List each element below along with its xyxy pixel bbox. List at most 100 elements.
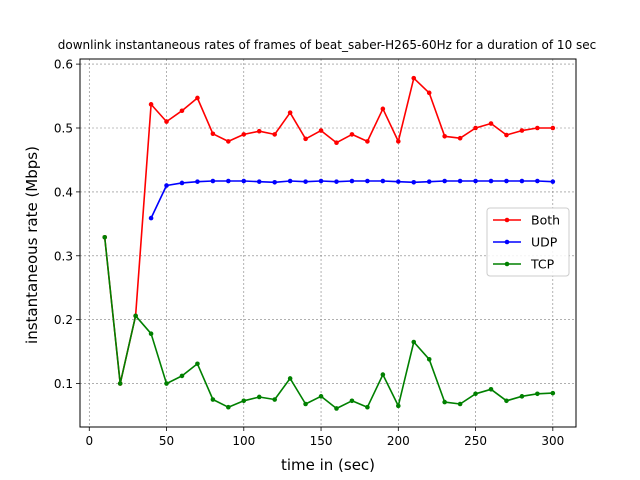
- data-point-both: [396, 139, 401, 144]
- data-point-tcp: [179, 373, 185, 379]
- data-point-udp: [287, 178, 293, 184]
- data-point-both: [426, 90, 432, 96]
- x-tick-label: 0: [85, 434, 93, 448]
- data-point-both: [226, 139, 231, 144]
- data-point-udp: [210, 178, 216, 184]
- series-line-both: [103, 77, 553, 385]
- chart-title: downlink instantaneous rates of frames o…: [58, 38, 597, 52]
- data-point-udp: [519, 178, 525, 184]
- legend-box: [486, 207, 570, 277]
- y-tick-label: 0.4: [54, 185, 73, 199]
- y-tick-label: 0.3: [54, 249, 73, 263]
- y-tick-label: 0.1: [54, 377, 73, 391]
- data-point-udp: [241, 178, 247, 184]
- data-point-udp: [535, 178, 540, 184]
- data-point-tcp: [426, 356, 432, 362]
- data-point-udp: [179, 180, 185, 186]
- data-point-both: [380, 106, 386, 112]
- data-point-both: [442, 134, 447, 139]
- y-tick-label: 0.2: [54, 313, 73, 327]
- data-point-udp: [334, 179, 339, 184]
- data-point-udp: [365, 178, 370, 184]
- data-point-tcp: [164, 381, 169, 386]
- data-point-both: [241, 132, 247, 137]
- data-point-tcp: [226, 404, 231, 410]
- data-point-udp: [318, 178, 324, 184]
- x-tick-label: 50: [159, 434, 174, 448]
- data-point-tcp: [210, 397, 216, 402]
- legend-marker-tcp: [504, 261, 510, 267]
- data-point-tcp: [256, 394, 262, 400]
- data-point-tcp: [303, 401, 308, 407]
- data-point-both: [195, 95, 200, 101]
- legend: Both UDP TCP: [486, 207, 570, 277]
- legend-marker-both: [504, 217, 510, 223]
- y-tick-label: 0.6: [54, 58, 73, 72]
- data-point-tcp: [504, 398, 509, 404]
- data-point-udp: [396, 179, 401, 184]
- data-point-both: [318, 128, 324, 133]
- data-point-both: [365, 139, 370, 144]
- legend-label-udp: UDP: [531, 235, 558, 250]
- data-point-both: [164, 119, 169, 124]
- series-line-tcp: [103, 237, 553, 410]
- data-point-tcp: [396, 403, 401, 409]
- data-point-udp: [349, 178, 355, 184]
- data-point-both: [334, 140, 339, 145]
- data-point-both: [287, 110, 293, 115]
- data-point-both: [550, 125, 556, 131]
- data-point-udp: [195, 179, 200, 184]
- x-tick-label: 150: [310, 434, 333, 448]
- legend-label-tcp: TCP: [530, 257, 555, 272]
- data-point-both: [488, 121, 494, 126]
- data-point-both: [256, 128, 262, 134]
- data-point-both: [210, 131, 216, 137]
- data-point-tcp: [117, 381, 123, 386]
- y-axis-ticks: 0.1 0.2 0.3 0.4 0.5 0.6: [54, 58, 80, 391]
- data-point-tcp: [287, 376, 293, 381]
- data-point-tcp: [535, 391, 540, 397]
- data-point-tcp: [365, 404, 370, 410]
- data-point-tcp: [272, 397, 277, 402]
- data-point-udp: [380, 178, 386, 184]
- x-axis-label: time in (sec): [281, 456, 375, 474]
- data-point-tcp: [457, 401, 463, 407]
- data-point-udp: [256, 179, 262, 184]
- data-point-both: [411, 75, 417, 81]
- data-point-udp: [148, 215, 154, 221]
- data-point-udp: [164, 183, 169, 188]
- data-point-udp: [272, 180, 277, 185]
- data-point-udp: [411, 180, 417, 185]
- data-point-tcp: [133, 313, 138, 319]
- data-point-both: [148, 102, 154, 107]
- data-point-udp: [473, 178, 478, 184]
- data-point-tcp: [148, 331, 154, 337]
- data-point-tcp: [195, 361, 200, 367]
- data-point-tcp: [488, 387, 494, 392]
- data-point-tcp: [334, 406, 339, 411]
- data-point-tcp: [241, 398, 247, 404]
- data-point-both: [303, 136, 308, 142]
- data-point-udp: [426, 179, 432, 184]
- data-point-tcp: [519, 394, 525, 399]
- data-point-both: [457, 135, 463, 141]
- legend-marker-udp: [504, 239, 510, 245]
- y-axis-label: instantaneous rate (Mbps): [23, 146, 41, 344]
- data-point-both: [272, 132, 277, 137]
- series-layer: [102, 75, 556, 411]
- data-point-tcp: [473, 391, 478, 397]
- data-point-both: [349, 132, 355, 137]
- data-point-tcp: [380, 372, 386, 377]
- data-point-tcp: [411, 339, 417, 345]
- data-point-both: [179, 108, 185, 114]
- data-point-udp: [488, 178, 494, 184]
- data-point-tcp: [550, 390, 556, 396]
- data-point-both: [519, 128, 525, 133]
- data-point-both: [473, 125, 478, 131]
- x-tick-label: 250: [464, 434, 487, 448]
- data-point-tcp: [349, 398, 355, 404]
- data-point-udp: [457, 178, 463, 184]
- x-axis-ticks: 0 50 100 150 200 250 300: [85, 427, 564, 448]
- data-point-udp: [442, 178, 447, 184]
